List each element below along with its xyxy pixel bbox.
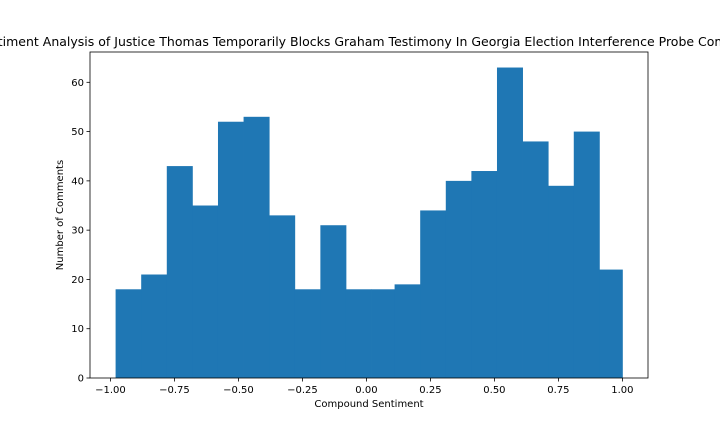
y-tick-label: 20: [71, 275, 84, 286]
histogram-bar: [166, 166, 193, 378]
histogram-bar: [345, 289, 372, 378]
y-tick-label: 60: [71, 78, 84, 89]
histogram-bar: [471, 171, 498, 378]
plot-frame: [89, 51, 649, 379]
y-tick-label: 40: [71, 176, 84, 187]
x-tick-label: −0.50: [223, 385, 254, 396]
histogram-bar: [192, 205, 219, 378]
bars-group: [115, 67, 623, 379]
histogram-bar: [573, 131, 600, 378]
chart-title: Sentiment Analysis of Justice Thomas Tem…: [0, 34, 720, 49]
y-tick-label: 0: [78, 374, 84, 385]
y-axis-label: Number of Comments: [55, 160, 66, 270]
histogram-bar: [269, 215, 296, 378]
y-tick-label: 30: [71, 226, 84, 237]
y-tick-label: 10: [71, 324, 84, 335]
histogram-bar: [141, 274, 168, 378]
histogram-bar: [496, 67, 523, 379]
histogram-bar: [320, 225, 347, 378]
x-tick-label: −1.00: [95, 385, 126, 396]
histogram-bar: [599, 269, 623, 378]
histogram-bar: [294, 289, 321, 378]
y-tick-label: 50: [71, 127, 84, 138]
x-tick-label: −0.75: [159, 385, 190, 396]
histogram-bar: [548, 185, 575, 378]
y-axis: 0 10 20 30 40 50 60: [71, 78, 90, 385]
x-axis: −1.00 −0.75 −0.50 −0.25 0.00 0.25 0.50 0.75 1.00: [95, 378, 634, 396]
histogram-bar: [420, 210, 447, 378]
x-tick-label: 0.50: [483, 385, 505, 396]
histogram-bar: [243, 116, 270, 378]
x-tick-label: 0.75: [547, 385, 569, 396]
x-tick-label: 0.00: [355, 385, 377, 396]
histogram-bar: [394, 284, 421, 378]
histogram-bar: [371, 289, 395, 378]
histogram-bar: [115, 289, 142, 378]
histogram-bar: [522, 141, 549, 378]
x-tick-label: 1.00: [611, 385, 633, 396]
histogram-bar: [445, 180, 472, 378]
histogram-bar: [217, 121, 244, 378]
x-tick-label: −0.25: [287, 385, 318, 396]
x-tick-label: 0.25: [419, 385, 441, 396]
x-axis-label: Compound Sentiment: [314, 399, 423, 410]
